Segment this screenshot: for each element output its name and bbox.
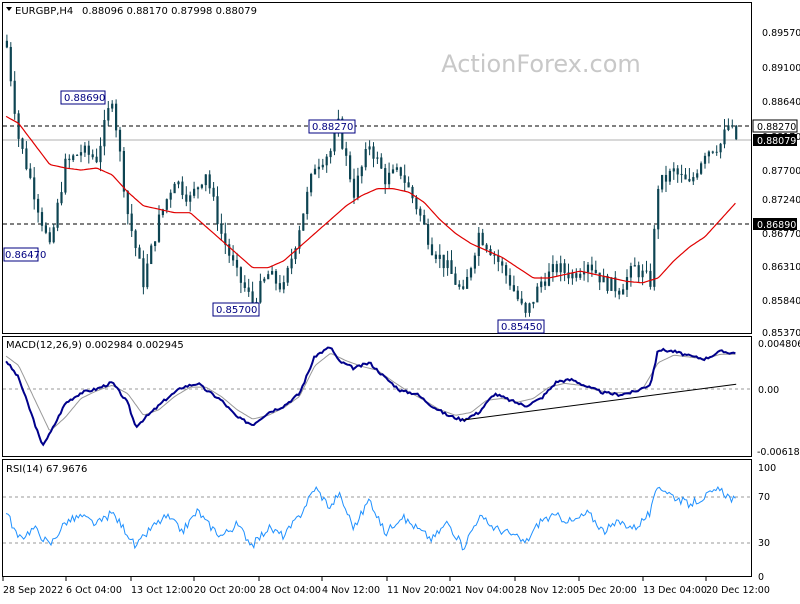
ohlc-readout: 0.88096 0.88170 0.87998 0.88079 xyxy=(82,6,257,17)
price-tick: 0.89570 xyxy=(762,28,800,39)
tag-box xyxy=(753,218,797,230)
macd-axis-tick: 0.004806 xyxy=(758,339,800,350)
tag-box xyxy=(753,134,797,146)
price-tick: 0.89100 xyxy=(762,63,800,74)
callout-label: 0.85450 xyxy=(501,322,542,333)
time-axis: 28 Sep 2022 6 Oct 04:00 13 Oct 12:00 20 Oct… xyxy=(2,577,770,596)
price-tick: 0.87240 xyxy=(762,195,800,206)
callout-low-2: 0.85700 xyxy=(212,302,260,317)
tag-support: 0.86890 xyxy=(753,218,797,231)
time-label: 13 Dec 04:00 xyxy=(643,585,707,596)
price-tick: 0.85370 xyxy=(762,328,800,339)
price-tick: 0.86310 xyxy=(762,262,800,273)
chart-header: EURGBP,H4 0.88096 0.88170 0.87998 0.8807… xyxy=(6,6,257,17)
callout-label: 0.88270 xyxy=(312,122,353,133)
rsi-line xyxy=(5,485,736,551)
time-label: 28 Nov 12:00 xyxy=(515,585,579,596)
tag-label: 0.88079 xyxy=(757,136,796,147)
candles-layer xyxy=(5,34,738,318)
callout-label: 0.88690 xyxy=(64,93,105,104)
time-label: 20 Oct 20:00 xyxy=(194,585,256,596)
callout-low-3: 0.85450 xyxy=(497,319,545,334)
tag-label: 0.88270 xyxy=(757,122,796,133)
price-tick: 0.85840 xyxy=(762,296,800,307)
rsi-axis-tick: 70 xyxy=(758,492,770,503)
callout-box xyxy=(308,119,356,134)
callout-box xyxy=(3,247,39,262)
callout-box xyxy=(497,319,545,334)
rsi-axis-tick: 100 xyxy=(758,463,776,474)
time-label: 28 Oct 04:00 xyxy=(259,585,321,596)
tag-label: 0.86890 xyxy=(757,220,796,231)
callout-label: 0.86470 xyxy=(5,250,46,261)
watermark: ActionForex.com xyxy=(441,50,641,78)
macd-title: MACD(12,26,9) 0.002984 0.002945 xyxy=(6,340,184,351)
time-label: 20 Dec 12:00 xyxy=(706,585,770,596)
callout-low-1: 0.86470 xyxy=(3,247,46,262)
rsi-title: RSI(14) 67.9676 xyxy=(6,464,87,475)
symbol-label: EURGBP,H4 xyxy=(15,6,73,17)
rsi-panel xyxy=(2,459,752,577)
time-label: 13 Oct 12:00 xyxy=(131,585,193,596)
callout-box xyxy=(212,302,260,317)
macd-trendline xyxy=(463,383,737,421)
price-tick: 0.87700 xyxy=(762,166,800,177)
rsi-axis-tick: 0 xyxy=(758,572,764,583)
tag-box xyxy=(752,119,798,133)
time-label: 21 Nov 04:00 xyxy=(450,585,514,596)
moving-average-line xyxy=(5,115,736,284)
callout-high-1: 0.88690 xyxy=(60,90,106,105)
macd-line xyxy=(5,346,736,447)
tag-resistance: 0.88270 xyxy=(752,119,798,133)
time-label: 6 Oct 04:00 xyxy=(66,585,122,596)
tag-last-price: 0.88079 xyxy=(753,134,797,147)
macd-axis-tick: -0.006181 xyxy=(757,447,800,458)
dropdown-arrow-icon xyxy=(6,7,12,11)
callout-high-2: 0.88270 xyxy=(308,119,356,134)
callout-label: 0.85700 xyxy=(216,305,257,316)
callout-box xyxy=(60,90,106,105)
time-label: 28 Sep 2022 xyxy=(3,585,63,596)
rsi-axis-tick: 30 xyxy=(758,538,770,549)
time-label: 4 Nov 12:00 xyxy=(322,585,380,596)
price-tick: 0.86770 xyxy=(762,229,800,240)
price-tick: 0.88640 xyxy=(762,97,800,108)
time-label: 5 Dec 20:00 xyxy=(579,585,637,596)
macd-axis-tick: 0.00 xyxy=(758,385,779,396)
price-axis: 0.89570 0.89100 0.88640 0.88170 0.87700 … xyxy=(762,28,800,339)
time-label: 11 Nov 20:00 xyxy=(387,585,451,596)
macd-panel xyxy=(2,336,752,457)
